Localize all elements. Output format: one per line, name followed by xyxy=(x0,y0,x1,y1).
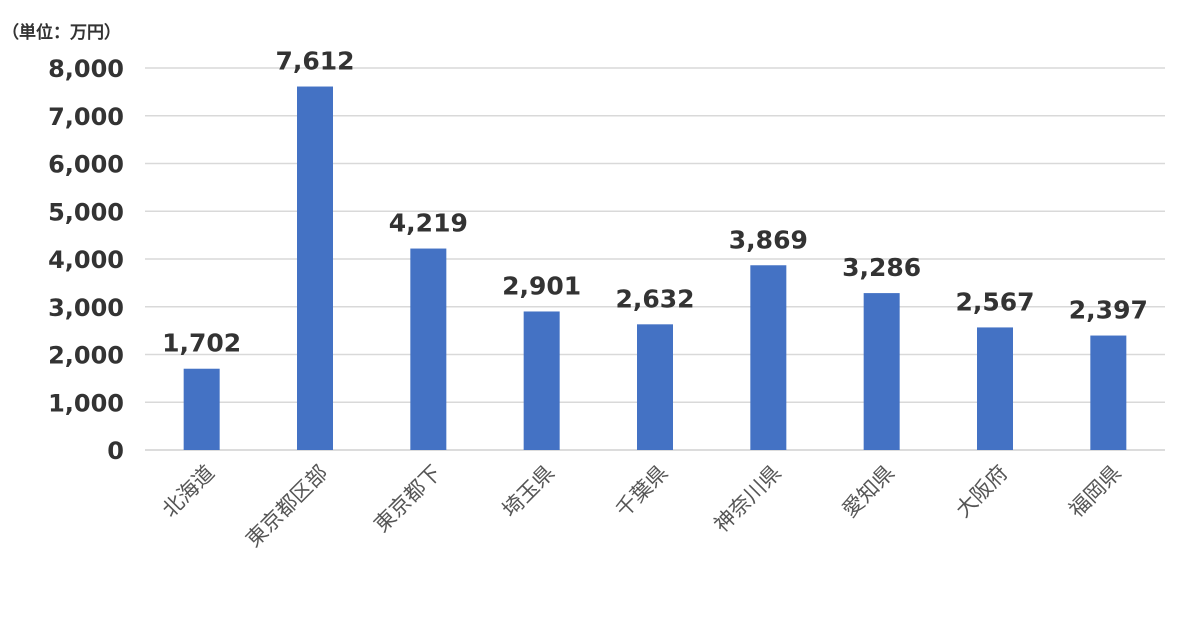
data-label: 2,397 xyxy=(1069,296,1148,325)
bar xyxy=(863,293,900,450)
x-category-label: 大阪府 xyxy=(951,461,1013,523)
data-label: 3,286 xyxy=(842,253,921,282)
bar xyxy=(1090,335,1127,450)
bar xyxy=(637,324,673,450)
y-tick-label: 1,000 xyxy=(48,389,124,417)
bars xyxy=(183,86,1127,450)
bar xyxy=(410,248,447,450)
x-category-label: 神奈川県 xyxy=(710,461,786,537)
y-tick-label: 7,000 xyxy=(48,103,124,131)
x-axis-category-labels: 北海道 東京都区部 東京都下 埼玉県 千葉県 神奈川県 愛知県 大阪府 福岡県 xyxy=(158,461,1126,552)
data-labels: 1,702 7,612 4,219 2,901 2,632 3,869 3,286 2,567… xyxy=(162,47,1148,358)
bar xyxy=(297,86,333,450)
data-label: 1,702 xyxy=(162,329,241,358)
bar xyxy=(977,327,1013,450)
y-tick-label: 0 xyxy=(107,437,124,465)
y-tick-label: 6,000 xyxy=(48,151,124,179)
bar xyxy=(750,265,787,450)
y-axis-tick-labels: 0 1,000 2,000 3,000 4,000 5,000 6,000 7,000 8,00… xyxy=(48,55,124,465)
data-label: 3,869 xyxy=(729,225,808,254)
x-category-label: 東京都区部 xyxy=(241,461,332,552)
x-category-label: 埼玉県 xyxy=(498,461,560,523)
data-label: 2,632 xyxy=(615,284,694,313)
unit-label: （単位：万円） xyxy=(2,22,121,43)
data-label: 4,219 xyxy=(389,209,468,238)
y-tick-label: 3,000 xyxy=(48,294,124,322)
x-category-label: 千葉県 xyxy=(611,461,673,523)
y-tick-label: 5,000 xyxy=(48,198,124,226)
bar xyxy=(183,368,220,450)
data-label: 7,612 xyxy=(275,47,354,76)
x-category-label: 北海道 xyxy=(158,461,220,523)
y-tick-label: 8,000 xyxy=(48,55,124,83)
x-category-label: 愛知県 xyxy=(838,461,900,523)
data-label: 2,567 xyxy=(955,287,1034,316)
bar xyxy=(523,311,560,450)
data-label: 2,901 xyxy=(502,271,581,300)
x-category-label: 福岡県 xyxy=(1064,461,1126,523)
x-category-label: 東京都下 xyxy=(370,461,446,537)
y-tick-label: 2,000 xyxy=(48,342,124,370)
y-tick-label: 4,000 xyxy=(48,246,124,274)
